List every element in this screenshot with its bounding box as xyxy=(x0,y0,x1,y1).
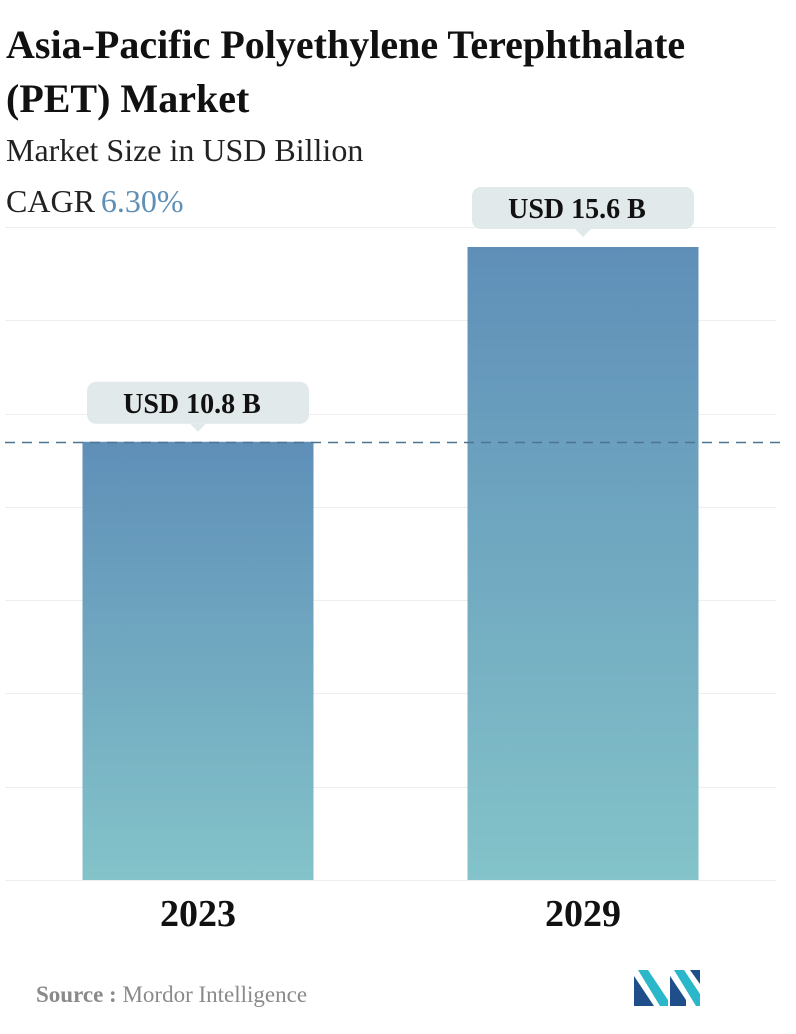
callout-pointer xyxy=(190,423,206,432)
chart-subtitle: Market Size in USD Billion xyxy=(6,132,364,168)
value-callouts: USD 10.8 B USD 15.6 B xyxy=(87,187,694,432)
cagr-label: CAGR xyxy=(6,183,95,219)
callout-pointer xyxy=(575,229,591,237)
cagr-value: 6.30% xyxy=(100,183,184,219)
data-label: USD 10.8 B xyxy=(123,389,261,420)
chart-title: Asia-Pacific Polyethylene Terephthalate … xyxy=(6,22,686,121)
mordor-intelligence-logo-icon xyxy=(634,970,700,1006)
source-note: Source : Mordor Intelligence xyxy=(36,980,307,1010)
bar-2023 xyxy=(82,441,314,880)
callout-box xyxy=(472,187,694,229)
value-callout-2029: USD 15.6 B xyxy=(472,187,694,237)
bars xyxy=(82,247,699,880)
cagr-readout: CAGR 6.30% xyxy=(6,181,184,221)
source-value: Mordor Intelligence xyxy=(122,982,308,1007)
x-tick-label: 2029 xyxy=(545,893,621,935)
value-callout-2023: USD 10.8 B xyxy=(87,381,309,432)
callout-box xyxy=(87,381,309,424)
bar-2029 xyxy=(467,247,699,880)
x-tick-label: 2023 xyxy=(160,893,236,935)
x-axis-labels: 2023 2029 xyxy=(160,893,621,935)
source-label: Source : xyxy=(36,982,117,1007)
data-label: USD 15.6 B xyxy=(508,194,646,225)
